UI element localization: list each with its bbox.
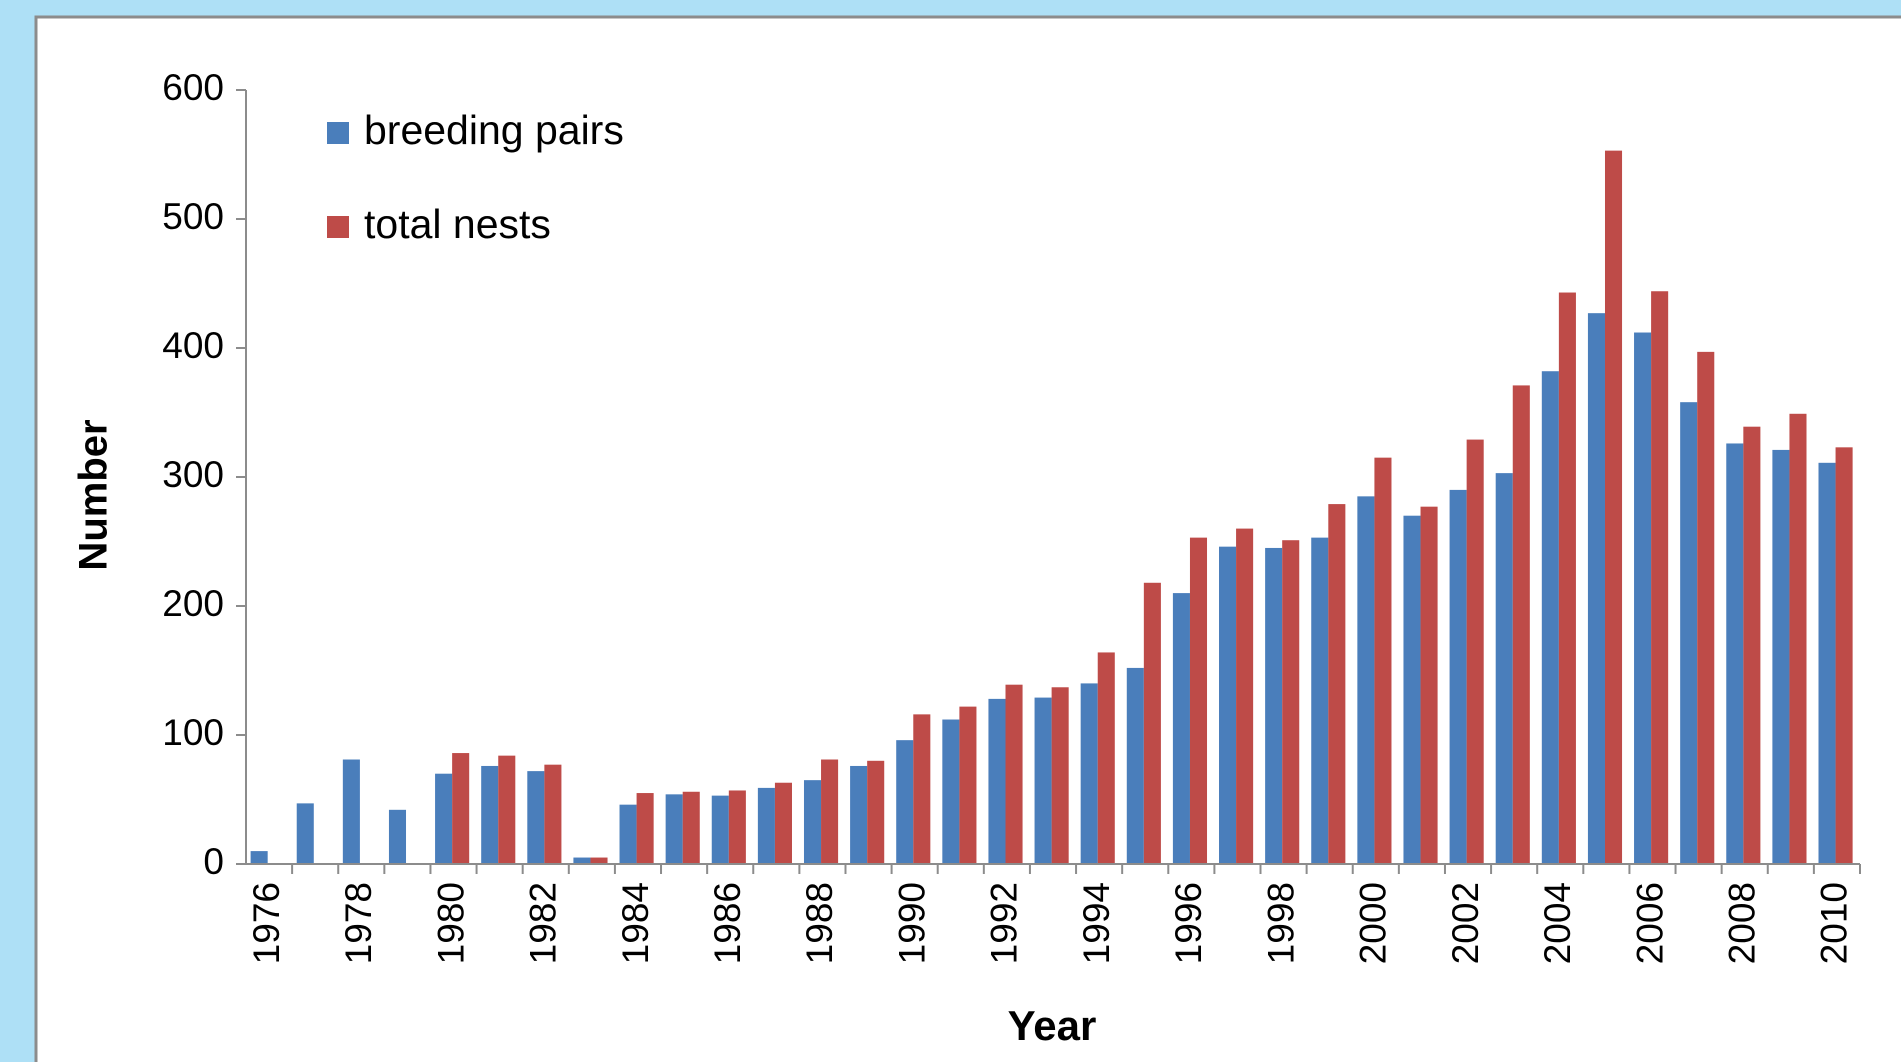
bar — [1541, 371, 1559, 864]
bar — [435, 773, 453, 864]
bar — [527, 771, 545, 864]
bar — [1558, 292, 1576, 864]
legend-label: breeding pairs — [364, 107, 624, 153]
bar — [1743, 426, 1761, 864]
x-tick-label: 1990 — [891, 882, 932, 964]
bar — [665, 794, 683, 864]
bar — [1311, 537, 1329, 864]
x-tick-label: 2008 — [1721, 882, 1762, 964]
bar — [250, 851, 268, 864]
legend-label: total nests — [364, 201, 551, 247]
bar — [1328, 504, 1346, 864]
bar — [1634, 332, 1652, 864]
bar — [1587, 313, 1605, 864]
bar — [1236, 528, 1254, 864]
bar — [1189, 537, 1208, 864]
bar — [1374, 457, 1392, 864]
bar — [1835, 447, 1853, 864]
x-tick-label: 1978 — [338, 882, 379, 964]
y-tick-label: 600 — [162, 67, 224, 108]
bar — [1420, 506, 1438, 864]
bar — [1651, 291, 1669, 864]
bar — [1403, 515, 1421, 864]
bar — [803, 780, 822, 864]
bar — [682, 791, 700, 864]
bar — [1512, 385, 1530, 864]
bar — [959, 706, 977, 864]
x-tick-label: 1986 — [707, 882, 748, 964]
y-tick-label: 500 — [162, 196, 224, 237]
bar — [1219, 546, 1237, 864]
bar — [1143, 582, 1161, 864]
x-axis-title: Year — [1008, 1002, 1097, 1049]
bar — [1466, 439, 1484, 864]
bar — [481, 765, 499, 864]
bar — [619, 804, 637, 864]
bar — [1357, 496, 1375, 864]
bar — [1282, 540, 1300, 864]
y-tick-label: 400 — [162, 325, 224, 366]
bar — [913, 714, 931, 864]
bar — [1680, 402, 1698, 864]
bar — [942, 719, 960, 864]
y-tick-label: 200 — [162, 583, 224, 624]
x-tick-label: 2002 — [1445, 882, 1486, 964]
bar — [1789, 413, 1807, 864]
bar — [1005, 684, 1023, 864]
bar — [1604, 150, 1623, 864]
x-tick-label: 1996 — [1168, 882, 1209, 964]
bar — [498, 755, 516, 864]
bar — [573, 857, 591, 864]
bar — [590, 857, 608, 864]
bar — [850, 765, 868, 864]
bar — [757, 787, 775, 864]
bar — [1726, 443, 1744, 864]
bar — [1034, 697, 1052, 864]
x-tick-label: 1984 — [615, 882, 656, 964]
bar — [1495, 473, 1513, 864]
x-tick-label: 1980 — [430, 882, 471, 964]
bar — [388, 809, 407, 864]
legend-swatch — [327, 122, 349, 144]
y-tick-label: 100 — [162, 712, 224, 753]
bar — [452, 753, 470, 864]
bar — [821, 759, 839, 864]
bar — [1080, 683, 1098, 864]
bar — [1449, 489, 1467, 864]
bar — [1772, 449, 1790, 864]
x-tick-label: 1988 — [799, 882, 840, 964]
legend-swatch — [327, 216, 349, 238]
y-axis-title: Number — [72, 419, 116, 570]
bar — [896, 740, 914, 864]
x-tick-label: 2000 — [1353, 882, 1394, 964]
x-tick-label: 1976 — [246, 882, 287, 964]
bar — [1265, 547, 1283, 864]
bar — [728, 790, 746, 864]
x-tick-label: 1998 — [1260, 882, 1301, 964]
bar — [1697, 351, 1715, 864]
bar — [1097, 652, 1115, 864]
x-tick-label: 2004 — [1537, 882, 1578, 964]
y-tick-label: 0 — [203, 841, 224, 882]
bar — [711, 795, 729, 864]
bar — [636, 793, 654, 864]
bar — [1172, 593, 1190, 864]
x-tick-label: 2006 — [1629, 882, 1670, 964]
bar — [296, 803, 314, 864]
bar — [544, 764, 562, 864]
bar — [774, 782, 792, 864]
bar — [1126, 667, 1144, 864]
bar — [988, 698, 1006, 864]
x-tick-label: 1992 — [984, 882, 1025, 964]
y-tick-label: 300 — [162, 454, 224, 495]
bar — [867, 760, 885, 864]
x-tick-label: 1982 — [523, 882, 564, 964]
bar — [1818, 462, 1836, 864]
x-tick-label: 2010 — [1814, 882, 1855, 964]
bar — [1051, 687, 1069, 864]
x-tick-label: 1994 — [1076, 882, 1117, 964]
bar — [342, 759, 360, 864]
